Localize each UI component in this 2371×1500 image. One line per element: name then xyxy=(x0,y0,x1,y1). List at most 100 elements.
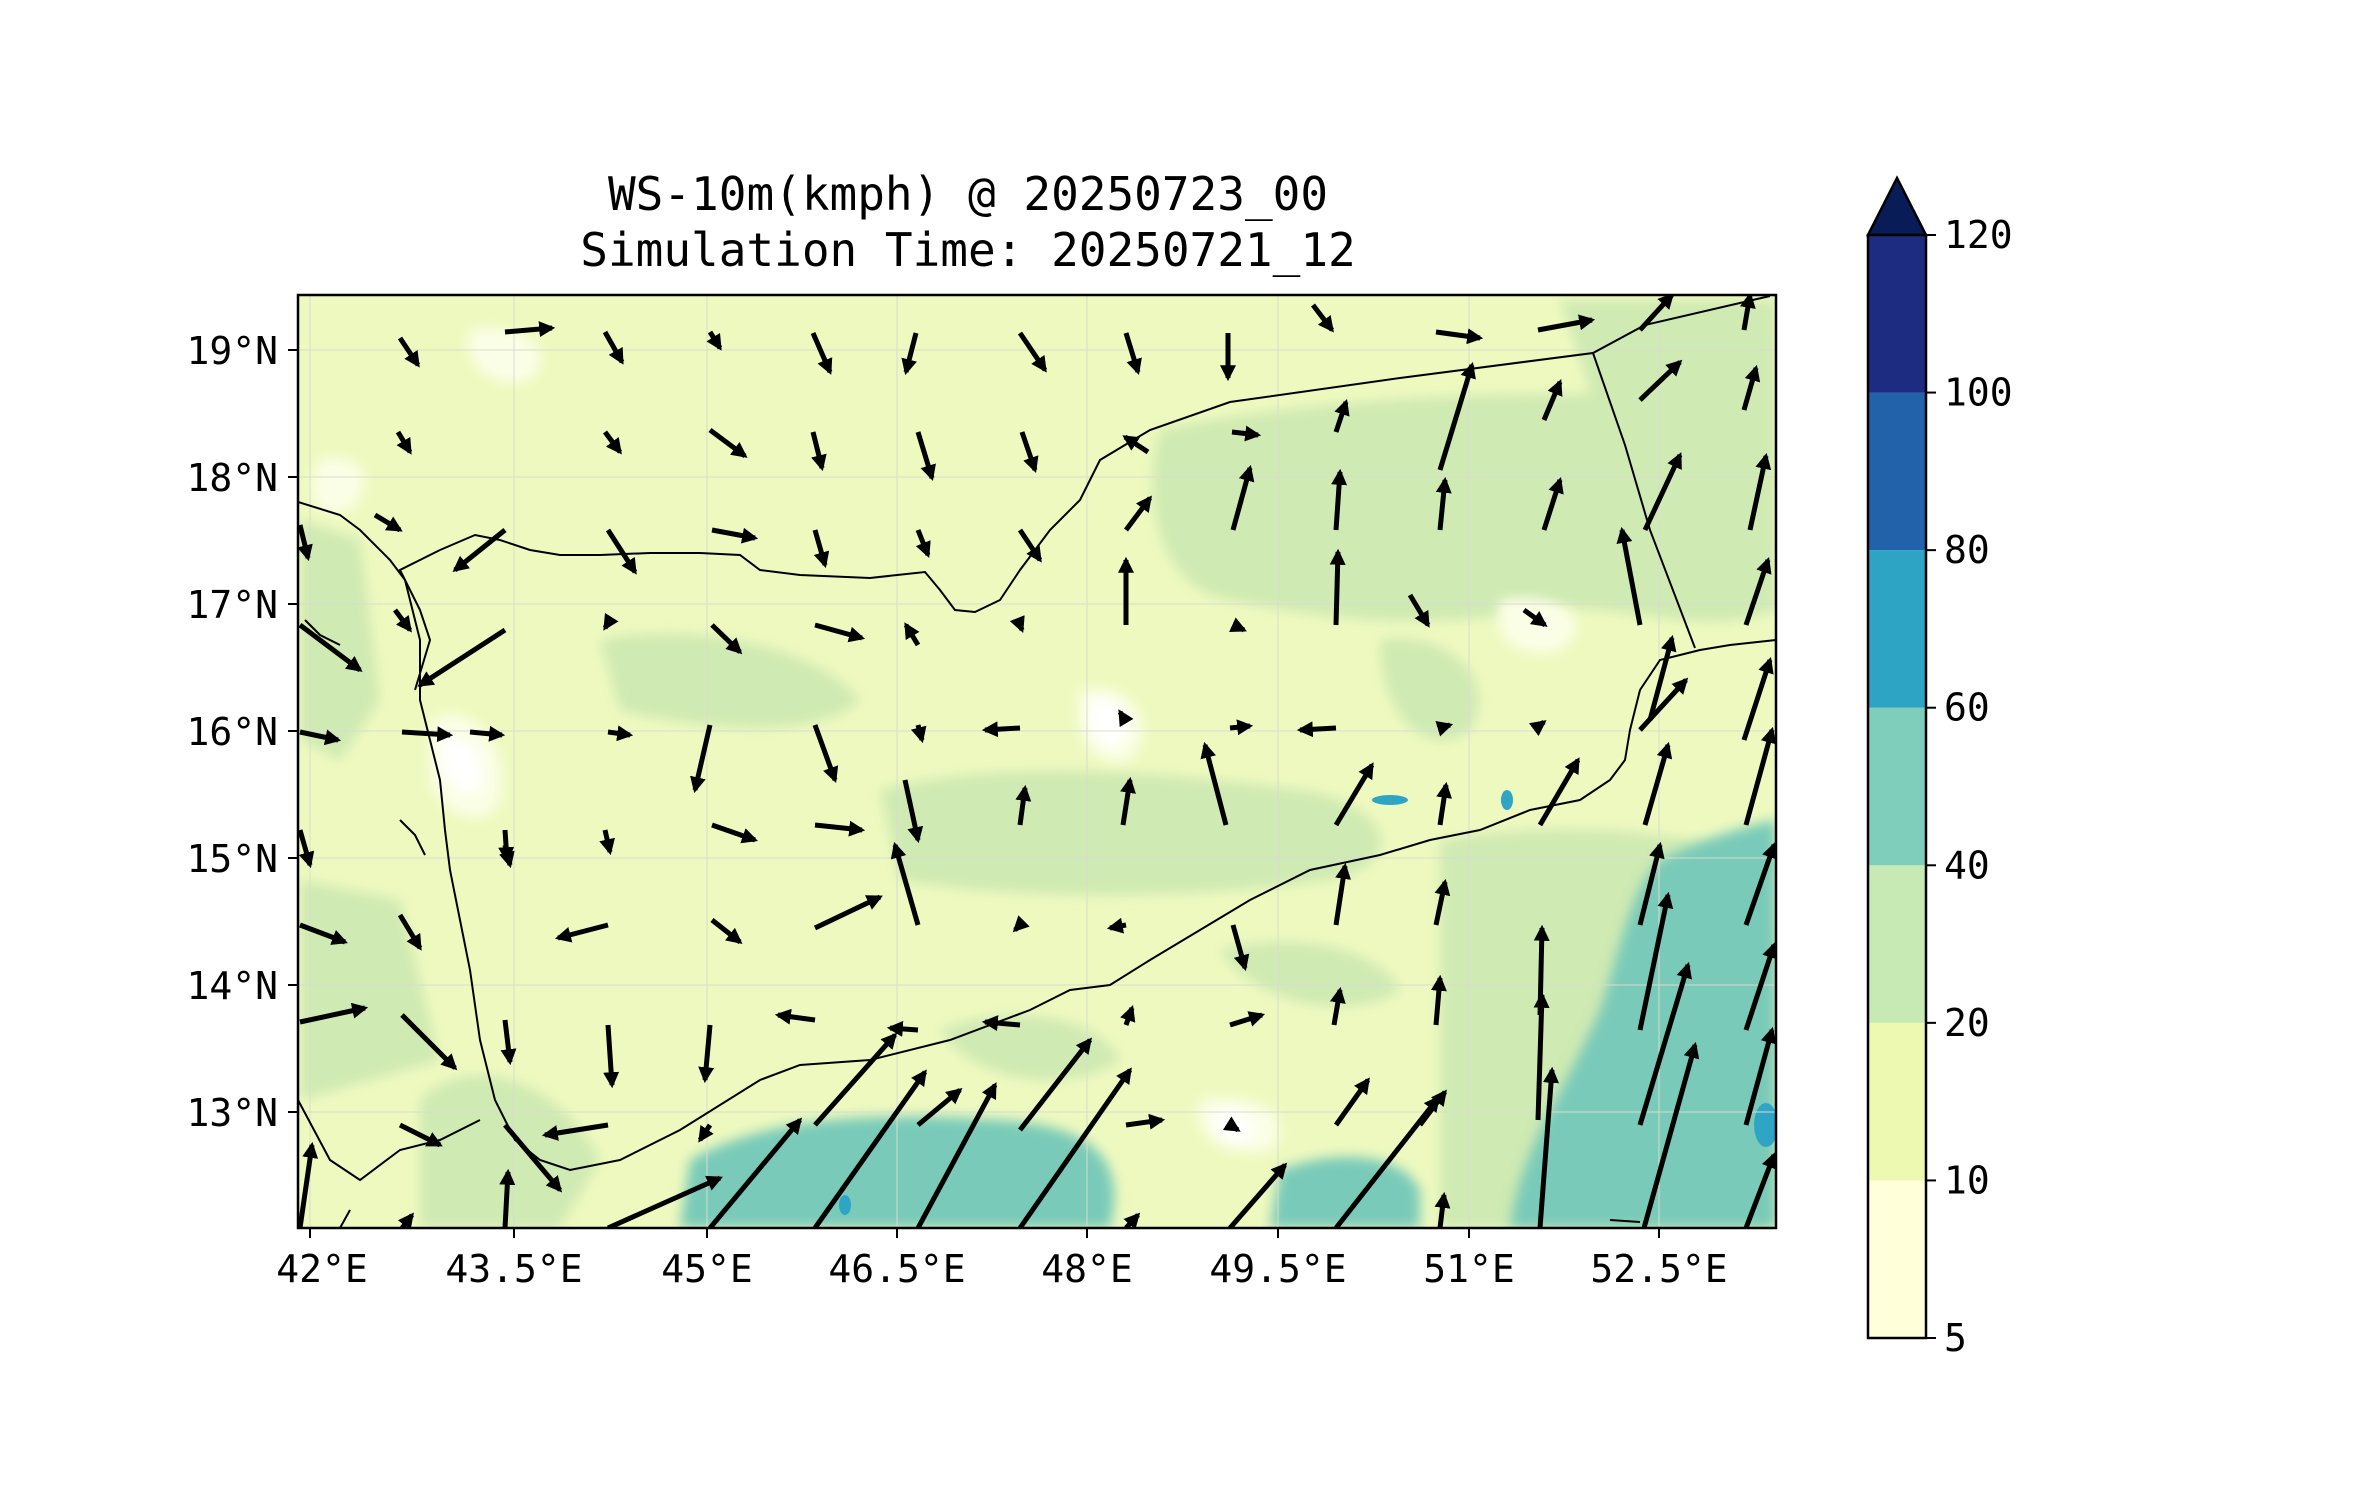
wind-arrow xyxy=(1741,656,1774,741)
wind-arrow xyxy=(499,844,515,869)
wind-arrow xyxy=(1200,741,1229,826)
wind-arrow xyxy=(1229,719,1254,736)
wind-arrow xyxy=(395,430,413,455)
lat-label: 13°N xyxy=(186,1091,278,1135)
wind-arrow xyxy=(1333,762,1375,827)
lon-label: 51°E xyxy=(1423,1247,1515,1291)
wind-arrow xyxy=(1743,841,1776,926)
wind-arrow xyxy=(1435,476,1452,531)
colorbar-segment xyxy=(1868,235,1926,393)
wind-arrow xyxy=(393,608,412,633)
wind-arrow xyxy=(373,512,403,533)
wind-arrow xyxy=(915,529,931,558)
lon-label: 45°E xyxy=(661,1247,753,1291)
wind-arrow xyxy=(1019,431,1039,474)
wind-arrow xyxy=(1638,295,1675,332)
wind-arrow xyxy=(915,1082,998,1228)
wind-arrow xyxy=(1435,328,1484,345)
wind-arrow xyxy=(602,612,619,631)
wind-arrow xyxy=(708,1117,803,1228)
wind-arrow xyxy=(397,336,421,368)
wind-arrow xyxy=(1537,1066,1560,1228)
wind-arrow xyxy=(398,1122,443,1148)
wind-arrow xyxy=(599,829,615,856)
wind-arrow xyxy=(814,820,866,837)
wind-arrow xyxy=(1123,1212,1141,1228)
lat-label: 15°N xyxy=(186,837,278,881)
wind-arrow xyxy=(910,724,927,744)
wind-arrow xyxy=(1641,1041,1700,1228)
wind-arrow xyxy=(1541,476,1564,531)
wind-arrow xyxy=(1533,991,1550,1121)
wind-arrow xyxy=(1434,1191,1451,1228)
wind-arrow xyxy=(902,779,924,844)
wind-arrow xyxy=(697,1123,714,1143)
wind-arrow xyxy=(397,1212,414,1228)
wind-arrow xyxy=(1433,878,1451,926)
lat-label: 16°N xyxy=(186,710,278,754)
wind-arrow xyxy=(1229,1011,1266,1028)
wind-arrow xyxy=(774,1008,816,1025)
wind-arrow xyxy=(606,1175,723,1228)
wind-arrow xyxy=(1741,364,1761,411)
country-borders xyxy=(298,295,1776,1228)
very-strong-wind-spots xyxy=(839,790,1776,1215)
wind-arrow xyxy=(1124,495,1152,532)
wind-arrow xyxy=(1747,452,1772,531)
wind-arrow xyxy=(901,332,919,376)
wind-arrow xyxy=(1122,434,1150,455)
lon-label: 43.5°E xyxy=(445,1247,582,1291)
lat-label: 17°N xyxy=(186,583,278,627)
wind-arrow xyxy=(710,918,743,944)
wind-arrow xyxy=(1637,891,1674,1031)
wind-arrow xyxy=(813,1032,898,1127)
colorbar-tick-label: 10 xyxy=(1944,1158,1990,1202)
map-title-line2: Simulation Time: 20250721_12 xyxy=(580,223,1355,277)
wind-arrow xyxy=(1743,726,1776,826)
wind-arrow xyxy=(1009,615,1025,633)
wind-arrow xyxy=(603,430,622,455)
wind-arrow xyxy=(1638,359,1683,402)
wind-arrow xyxy=(708,427,748,459)
wind-arrow xyxy=(1296,721,1337,738)
lon-label: 42°E xyxy=(276,1247,368,1291)
wind-arrow xyxy=(1311,303,1334,333)
wind-arrow xyxy=(541,1122,609,1141)
wind-arrow xyxy=(812,1069,928,1228)
wind-arrow xyxy=(981,1015,1021,1032)
wind-arrow xyxy=(1637,841,1665,926)
wind-arrow xyxy=(1334,1095,1440,1228)
wind-arrow xyxy=(1616,526,1643,626)
wind-arrow xyxy=(602,330,625,365)
wind-arrow xyxy=(1017,528,1043,563)
map-gridlines xyxy=(298,295,1776,1228)
wind-arrow xyxy=(554,922,609,943)
wind-arrow xyxy=(452,528,507,572)
wind-arrow xyxy=(1537,757,1581,827)
wind-arrow xyxy=(397,913,423,951)
wind-arrow xyxy=(810,431,827,472)
wind-arrow xyxy=(1743,1152,1776,1228)
wind-arrow xyxy=(1123,332,1142,376)
wind-arrow xyxy=(1329,548,1346,626)
wind-arrow xyxy=(1437,361,1476,471)
colorbar-tick-label: 5 xyxy=(1944,1316,1967,1360)
colorbar-tick-label: 120 xyxy=(1944,213,2013,257)
colorbar-segment xyxy=(1868,550,1926,708)
colorbar: 5 10 20 40 60 80 100 120 xyxy=(1865,175,2013,1360)
wind-arrow xyxy=(1229,617,1247,633)
wind-arrow xyxy=(298,1141,319,1228)
wind-arrow xyxy=(299,1002,369,1025)
wind-arrow xyxy=(810,332,833,375)
colorbar-tick-label: 40 xyxy=(1944,843,1990,887)
wind-arrow xyxy=(603,1024,620,1089)
wind-arrow xyxy=(903,622,921,647)
wind-arrow xyxy=(1435,721,1454,737)
wind-arrow xyxy=(1120,1004,1136,1026)
wind-arrow xyxy=(605,528,638,575)
wind-arrow xyxy=(1230,924,1250,972)
axis-ticks xyxy=(288,349,1660,1238)
wind-arrow xyxy=(1743,556,1772,626)
wind-arrow xyxy=(710,623,743,655)
wind-arrow xyxy=(981,721,1021,738)
